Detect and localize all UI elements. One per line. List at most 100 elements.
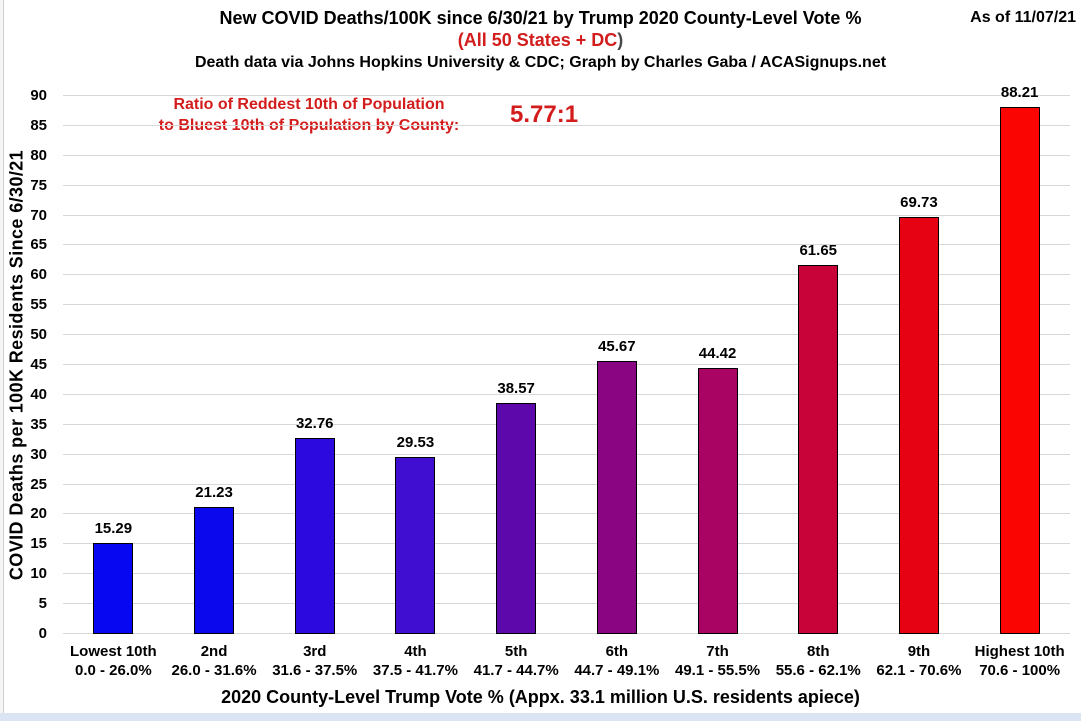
gridline bbox=[63, 453, 1070, 455]
bar-value-label: 69.73 bbox=[900, 194, 938, 212]
bar-10 bbox=[999, 106, 1040, 634]
x-category-range: 44.7 - 49.1% bbox=[574, 662, 660, 679]
gridline bbox=[63, 244, 1070, 246]
chart-subtitle-red-text: (All 50 States + DC bbox=[457, 30, 618, 50]
bar-value-label: 32.76 bbox=[295, 415, 334, 433]
y-tick-label: 40 bbox=[30, 385, 47, 403]
chart-header: New COVID Deaths/100K since 6/30/21 by T… bbox=[0, 7, 1081, 73]
bar-2 bbox=[194, 507, 235, 634]
x-category-range: 49.1 - 55.5% bbox=[675, 662, 761, 679]
gridline bbox=[63, 633, 1070, 634]
y-tick-label: 0 bbox=[38, 625, 47, 642]
y-tick-label: 30 bbox=[30, 445, 47, 463]
y-tick-label: 50 bbox=[30, 326, 47, 344]
y-tick-label: 35 bbox=[30, 415, 47, 433]
plot-area: 15.29 21.23 32.76 29.53 38.57 45.67 44.42 61.65… bbox=[63, 84, 1070, 634]
bar-value-label: 15.29 bbox=[94, 519, 133, 537]
ratio-annotation-line1: Ratio of Reddest 10th of Population bbox=[173, 96, 445, 113]
gridline bbox=[63, 95, 1070, 96]
x-axis-categories: Lowest 10th 0.0 - 26.0% 2nd 26.0 - 31.6% 3rd… bbox=[63, 642, 1070, 684]
x-category-name: 2nd bbox=[200, 643, 228, 660]
gridline bbox=[63, 334, 1070, 336]
y-tick-label: 90 bbox=[30, 87, 47, 104]
x-category-name: 3rd bbox=[303, 643, 327, 660]
x-category-label: 2nd 26.0 - 31.6% bbox=[164, 642, 265, 680]
gridline bbox=[63, 124, 1070, 126]
y-tick-label: 55 bbox=[30, 296, 47, 314]
bar-value-label: 44.42 bbox=[698, 345, 737, 363]
y-tick-label: 5 bbox=[38, 595, 47, 613]
x-category-label: 5th 41.7 - 44.7% bbox=[466, 642, 567, 680]
x-category-label: 9th 62.1 - 70.6% bbox=[869, 642, 970, 680]
bar-5 bbox=[496, 403, 537, 634]
bar-value-label: 38.57 bbox=[497, 380, 535, 398]
x-category-name: 6th bbox=[605, 643, 629, 660]
gridline bbox=[63, 423, 1070, 425]
gridline bbox=[63, 483, 1070, 485]
x-category-name: Lowest 10th bbox=[70, 643, 157, 660]
x-category-name: 5th bbox=[504, 643, 528, 660]
bar-value-label: 61.65 bbox=[799, 242, 838, 260]
y-tick-label: 45 bbox=[30, 356, 47, 373]
bar-4 bbox=[395, 457, 436, 634]
x-category-name: Highest 10th bbox=[974, 643, 1065, 660]
y-tick-label: 70 bbox=[30, 206, 47, 224]
gridline bbox=[63, 214, 1070, 216]
gridline bbox=[63, 543, 1070, 545]
y-axis-ticks: 0 5 10 15 20 25 30 35 40 45 50 55 60 65 70 75 80 85 90 bbox=[0, 87, 55, 642]
x-category-range: 62.1 - 70.6% bbox=[876, 662, 962, 679]
x-category-label: 3rd 31.6 - 37.5% bbox=[264, 642, 365, 680]
x-category-range: 55.6 - 62.1% bbox=[775, 662, 861, 679]
bar-7 bbox=[697, 368, 738, 634]
y-tick-label: 15 bbox=[30, 535, 47, 553]
x-category-label: 4th 37.5 - 41.7% bbox=[365, 642, 466, 680]
y-tick-label: 10 bbox=[30, 565, 47, 583]
chart-subtitle-paren: ) bbox=[617, 30, 624, 50]
gridline bbox=[63, 364, 1070, 365]
gridline bbox=[63, 513, 1070, 515]
gridline bbox=[63, 603, 1070, 605]
x-category-range: 31.6 - 37.5% bbox=[272, 662, 358, 679]
x-category-range: 41.7 - 44.7% bbox=[473, 662, 559, 679]
gridline bbox=[63, 573, 1070, 575]
ratio-value: 5.77:1 bbox=[510, 101, 579, 128]
as-of-date: As of 11/07/21 bbox=[970, 9, 1076, 26]
window-bottom-edge bbox=[0, 713, 1081, 721]
x-axis-title: 2020 County-Level Trump Vote % (Appx. 33… bbox=[221, 687, 860, 707]
bar-value-label: 21.23 bbox=[195, 484, 233, 502]
x-category-range: 37.5 - 41.7% bbox=[372, 662, 458, 679]
bar-1 bbox=[93, 542, 134, 634]
chart-title: New COVID Deaths/100K since 6/30/21 by T… bbox=[219, 8, 862, 28]
y-tick-label: 60 bbox=[30, 266, 47, 284]
x-category-range: 0.0 - 26.0% bbox=[74, 662, 152, 679]
gridline bbox=[63, 304, 1070, 306]
x-category-label: 6th 44.7 - 49.1% bbox=[567, 642, 668, 680]
x-category-label: 8th 55.6 - 62.1% bbox=[768, 642, 869, 680]
x-category-name: 7th bbox=[706, 643, 729, 660]
y-tick-label: 85 bbox=[30, 116, 47, 134]
x-category-name: 4th bbox=[404, 643, 427, 660]
x-category-label: Lowest 10th 0.0 - 26.0% bbox=[63, 642, 164, 680]
gridline bbox=[63, 393, 1070, 395]
y-tick-label: 75 bbox=[30, 176, 47, 194]
x-category-range: 26.0 - 31.6% bbox=[171, 662, 257, 679]
bar-9 bbox=[898, 217, 939, 634]
chart-credit-line: Death data via Johns Hopkins University … bbox=[194, 54, 887, 71]
bar-value-label: 45.67 bbox=[598, 338, 636, 355]
bar-value-label: 29.53 bbox=[396, 434, 435, 452]
bar-6 bbox=[596, 361, 637, 634]
gridline bbox=[63, 154, 1070, 156]
x-category-name: 8th bbox=[806, 643, 830, 660]
x-category-label: 7th 49.1 - 55.5% bbox=[667, 642, 768, 680]
bar-value-label: 88.21 bbox=[1000, 83, 1039, 101]
x-category-name: 9th bbox=[907, 643, 931, 660]
y-tick-label: 20 bbox=[30, 505, 47, 523]
window-left-edge bbox=[0, 0, 4, 721]
x-category-label: Highest 10th 70.6 - 100% bbox=[969, 642, 1070, 680]
y-tick-label: 80 bbox=[30, 146, 47, 164]
x-category-range: 70.6 - 100% bbox=[979, 662, 1061, 679]
y-tick-label: 25 bbox=[30, 475, 47, 493]
y-tick-label: 65 bbox=[30, 236, 47, 254]
gridline bbox=[63, 184, 1070, 186]
